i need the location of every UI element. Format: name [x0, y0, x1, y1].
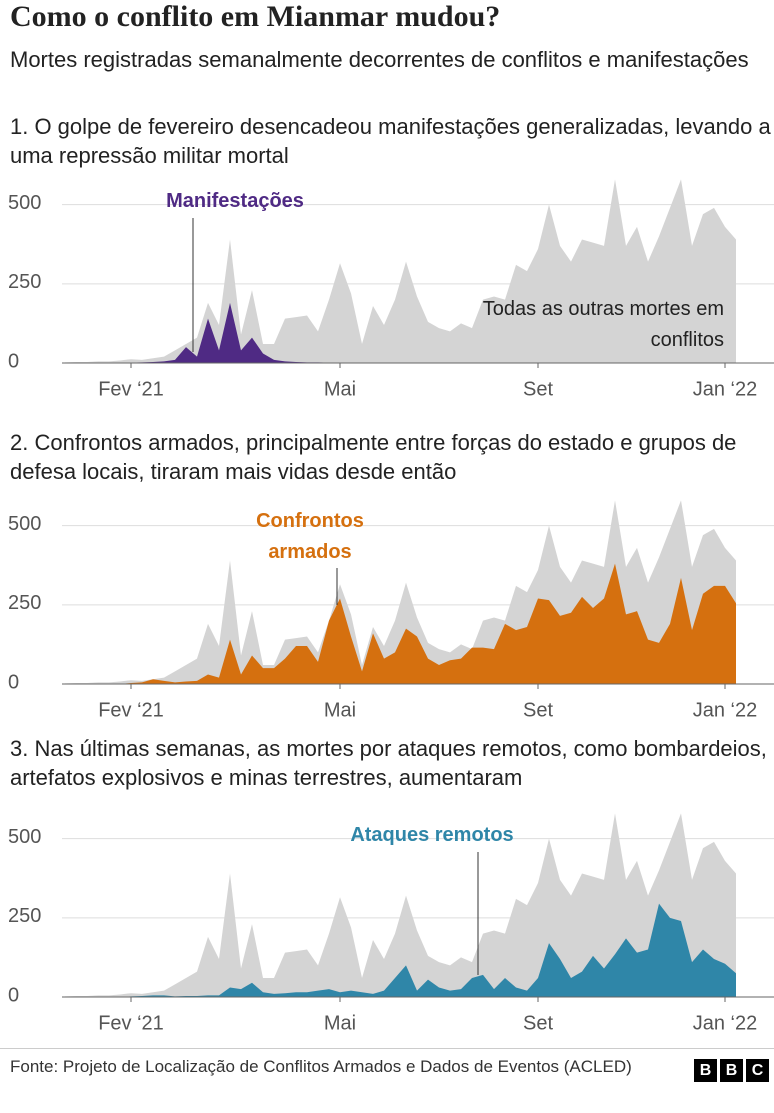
x-tick-label: Fev ‘21: [98, 1012, 164, 1034]
x-tick-label: Fev ‘21: [98, 699, 164, 721]
annotation: Manifestações: [166, 190, 304, 212]
area: [65, 813, 736, 997]
panel-title: 1. O golpe de fevereiro desencadeou mani…: [10, 114, 771, 168]
x-tick-label: Jan ‘22: [693, 699, 758, 721]
y-tick-label: 0: [8, 671, 19, 693]
x-tick-label: Set: [523, 378, 553, 400]
y-tick-label: 250: [8, 905, 41, 927]
y-tick-label: 0: [8, 984, 19, 1006]
y-tick-label: 500: [8, 826, 41, 848]
y-tick-label: 250: [8, 592, 41, 614]
x-tick-label: Fev ‘21: [98, 378, 164, 400]
y-tick-label: 0: [8, 350, 19, 372]
annotation: Todas as outras mortes em conflitos: [482, 298, 724, 351]
footer-rule: [0, 1048, 774, 1049]
x-tick-label: Jan ‘22: [693, 378, 758, 400]
x-tick-label: Mai: [324, 1012, 356, 1034]
y-tick-label: 250: [8, 271, 41, 293]
x-tick-label: Set: [523, 1012, 553, 1034]
logo-letter: C: [746, 1059, 769, 1082]
source: Fonte: Projeto de Localização de Conflit…: [10, 1057, 632, 1076]
logo-letter: B: [720, 1059, 743, 1082]
annotation: Confrontos armados: [256, 510, 364, 563]
logo-letter: B: [694, 1059, 717, 1082]
y-tick-label: 500: [8, 192, 41, 214]
x-tick-label: Set: [523, 699, 553, 721]
area: [65, 903, 736, 997]
y-tick-label: 500: [8, 513, 41, 535]
x-tick-label: Mai: [324, 699, 356, 721]
panel-title: 2. Confrontos armados, principalmente en…: [10, 430, 737, 484]
panel-title: 3. Nas últimas semanas, as mortes por at…: [10, 736, 767, 790]
x-tick-label: Mai: [324, 378, 356, 400]
annotation: Ataques remotos: [350, 824, 514, 846]
area: [65, 563, 736, 684]
area: [65, 302, 736, 363]
title: Como o conflito em Mianmar mudou?: [10, 0, 501, 33]
subtitle: Mortes registradas semanalmente decorren…: [10, 47, 749, 72]
x-tick-label: Jan ‘22: [693, 1012, 758, 1034]
